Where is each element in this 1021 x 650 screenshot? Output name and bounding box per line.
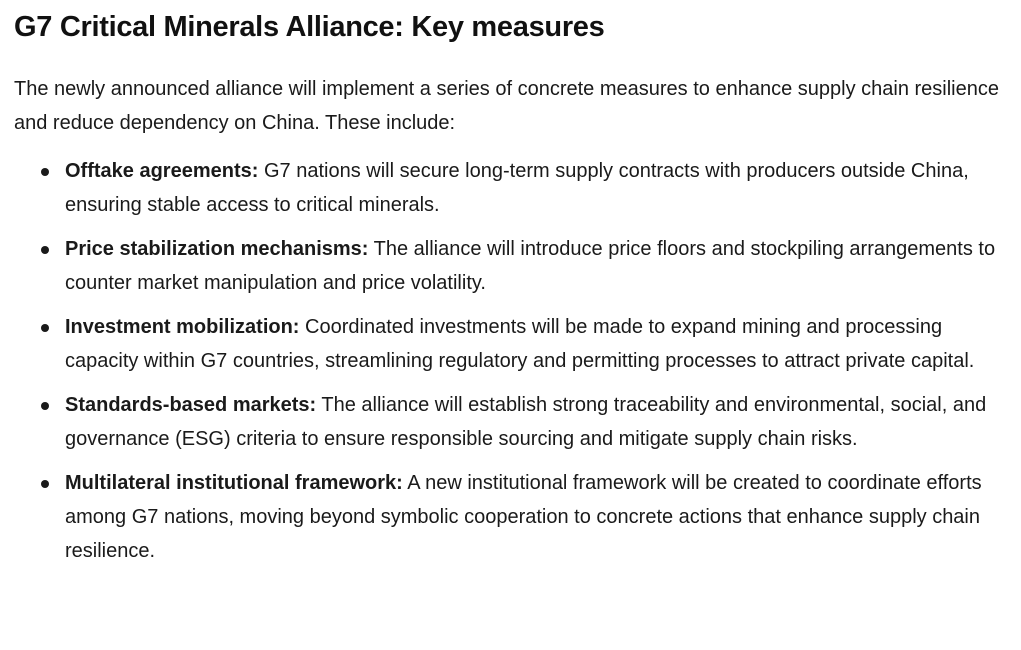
bullet-icon [41,324,49,332]
measure-title: Offtake agreements: [65,160,259,182]
measure-title: Standards-based markets: [65,394,317,416]
measure-title: Price stabilization mechanisms: [65,238,369,260]
measures-list: Offtake agreements: G7 nations will secu… [14,154,1009,568]
bullet-icon [41,402,49,410]
bullet-icon [41,480,49,488]
measure-text: The alliance will introduce price floors… [65,238,996,294]
bullet-icon [41,246,49,254]
measure-text: G7 nations will secure long-term supply … [65,160,969,216]
measure-text: The alliance will establish strong trace… [65,394,987,450]
measure-title: Multilateral institutional framework: [65,472,403,494]
list-item: Price stabilization mechanisms: The alli… [14,232,1013,300]
measure-text: Coordinated investments will be made to … [65,316,975,372]
list-item: Multilateral institutional framework: A … [14,466,1013,568]
list-item: Standards-based markets: The alliance wi… [14,388,1013,456]
bullet-icon [41,168,49,176]
article-intro: The newly announced alliance will implem… [14,78,999,134]
article: G7 Critical Minerals Alliance: Key measu… [14,11,1009,568]
measure-title: Investment mobilization: [65,316,300,338]
list-item: Investment mobilization: Coordinated inv… [14,310,1013,378]
article-title: G7 Critical Minerals Alliance: Key measu… [14,11,605,43]
list-item: Offtake agreements: G7 nations will secu… [14,154,1013,222]
measure-text: A new institutional framework will be cr… [65,472,982,562]
